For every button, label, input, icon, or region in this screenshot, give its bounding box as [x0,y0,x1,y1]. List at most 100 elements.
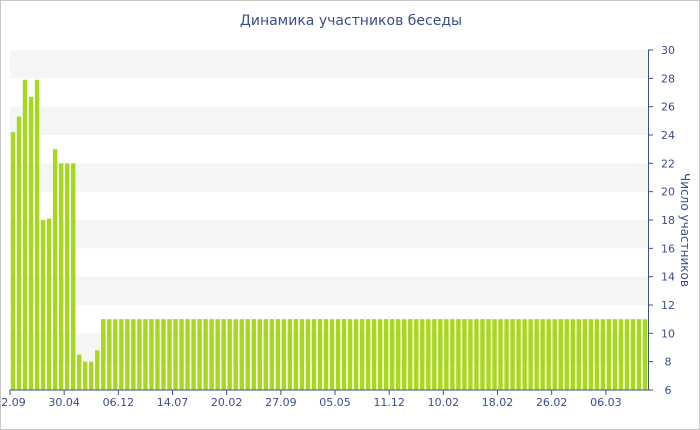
bar [251,319,256,390]
bar [119,319,124,390]
bar [299,319,305,390]
bar [426,319,431,390]
bar [359,319,365,390]
bar [450,319,455,390]
bar [456,319,461,390]
bar [552,319,557,390]
bar [137,319,142,390]
bar [70,163,76,390]
bar [383,319,389,390]
bar [197,319,202,390]
y-tick-label: 28 [661,72,675,85]
bar [612,319,618,390]
x-tick-label: 11.12 [373,396,405,409]
bar [341,319,347,390]
bar [305,319,311,390]
bar [155,319,160,390]
y-tick-label: 26 [661,101,675,114]
bar [540,319,545,390]
bar [377,319,383,390]
bar [167,319,172,390]
bar [480,319,485,390]
bar [582,319,588,390]
bar [600,319,606,390]
bar [516,319,521,390]
bar [432,319,437,390]
grid-band [10,276,648,305]
bar [510,319,515,390]
bar [396,319,401,390]
grid-band [10,163,648,192]
bar [486,319,491,390]
bar [287,319,293,390]
x-tick-label: 18.02 [482,396,514,409]
grid-band [10,50,648,79]
bar [263,319,269,390]
bar [77,354,82,390]
y-tick-label: 24 [661,129,675,142]
bar [281,319,287,390]
x-tick-label: 20.02 [211,396,243,409]
bar [275,319,281,390]
bar [317,319,323,390]
bar [215,319,220,390]
x-tick-label: 10.02 [428,396,460,409]
bar [107,319,112,390]
bar [347,319,353,390]
bar [498,319,503,390]
bar [329,319,335,390]
bar [203,319,208,390]
bar [636,319,642,390]
x-tick-label: 27.09 [265,396,297,409]
bar [16,116,22,390]
y-tick-label: 18 [661,214,675,227]
bar [173,319,178,390]
x-tick-label: 22.09 [0,396,26,409]
grid-bands [10,50,648,362]
x-tick-label: 26.02 [536,396,568,409]
bar [528,319,533,390]
bar [149,319,154,390]
bar [143,319,148,390]
bar [624,319,630,390]
bar [185,319,190,390]
bar [420,319,425,390]
bar [209,319,214,390]
bars-group [10,79,648,390]
bar [444,319,449,390]
bar [642,319,648,390]
bar [564,319,569,390]
bar [335,319,341,390]
x-tick-label: 06.12 [103,396,135,409]
bar [245,319,250,390]
bar [89,361,94,390]
bar [221,319,226,390]
x-tick-label: 06.03 [590,396,622,409]
y-tick-label: 30 [661,44,675,57]
bar [83,361,88,390]
bar [293,319,299,390]
bar [191,319,196,390]
bar [311,319,317,390]
y-tick-label: 22 [661,157,675,170]
bar [630,319,636,390]
bar [95,350,100,390]
grid-band [10,106,648,135]
y-tick-label: 10 [661,327,675,340]
bar [558,319,563,390]
bar [52,149,58,390]
bar [64,163,70,390]
bar [570,319,575,390]
y-tick-label: 6 [665,384,672,397]
y-tick-label: 20 [661,186,675,199]
bar [10,132,16,390]
bar [101,319,106,390]
bar [22,79,28,390]
bar [414,319,419,390]
bar [522,319,527,390]
bar [371,319,377,390]
bar [588,319,594,390]
bar [161,319,166,390]
bar [113,319,118,390]
bar [365,319,371,390]
